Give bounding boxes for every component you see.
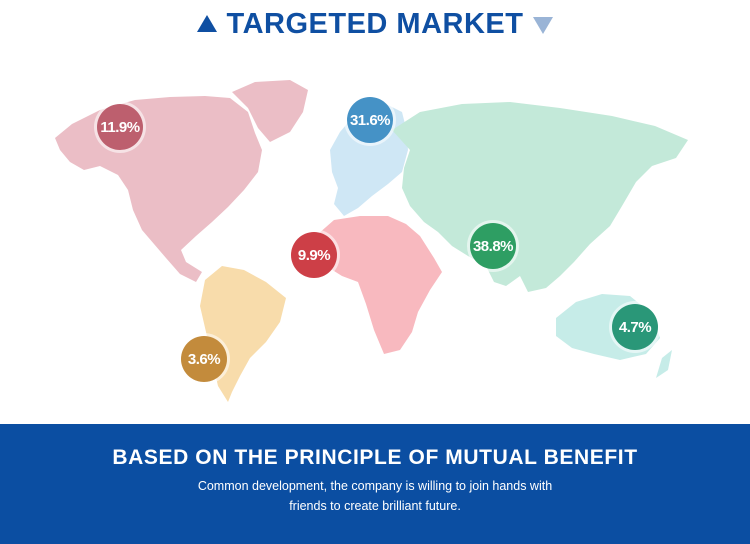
share-bubble-africa: 9.9%: [291, 232, 337, 278]
triangle-up-icon: [196, 14, 217, 32]
region-asia: [392, 102, 688, 292]
new-zealand-shape: [656, 350, 672, 378]
footer-banner: BASED ON THE PRINCIPLE OF MUTUAL BENEFIT…: [0, 424, 750, 544]
share-bubble-oceania: 4.7%: [612, 304, 658, 350]
region-north-america: [55, 80, 308, 282]
page-title: TARGETED MARKET: [226, 7, 524, 40]
region-africa: [318, 216, 442, 354]
south-america-shape: [200, 266, 286, 402]
footer-subtitle-line-2: friends to create brilliant future.: [289, 499, 461, 513]
triangle-down-icon: [533, 16, 554, 34]
footer-subtitle: Common development, the company is willi…: [0, 476, 750, 516]
share-bubble-south-america: 3.6%: [181, 336, 227, 382]
north-america-shape: [55, 96, 262, 282]
share-bubble-asia: 38.8%: [470, 223, 516, 269]
share-bubble-europe: 31.6%: [347, 97, 393, 143]
africa-shape: [318, 216, 442, 354]
footer-subtitle-line-1: Common development, the company is willi…: [197, 479, 553, 493]
greenland-shape: [232, 80, 308, 142]
header: TARGETED MARKET: [0, 0, 750, 48]
asia-shape: [392, 102, 688, 292]
region-south-america: [200, 266, 286, 402]
footer-title: BASED ON THE PRINCIPLE OF MUTUAL BENEFIT: [112, 446, 638, 469]
share-bubble-north-america: 11.9%: [97, 104, 143, 150]
